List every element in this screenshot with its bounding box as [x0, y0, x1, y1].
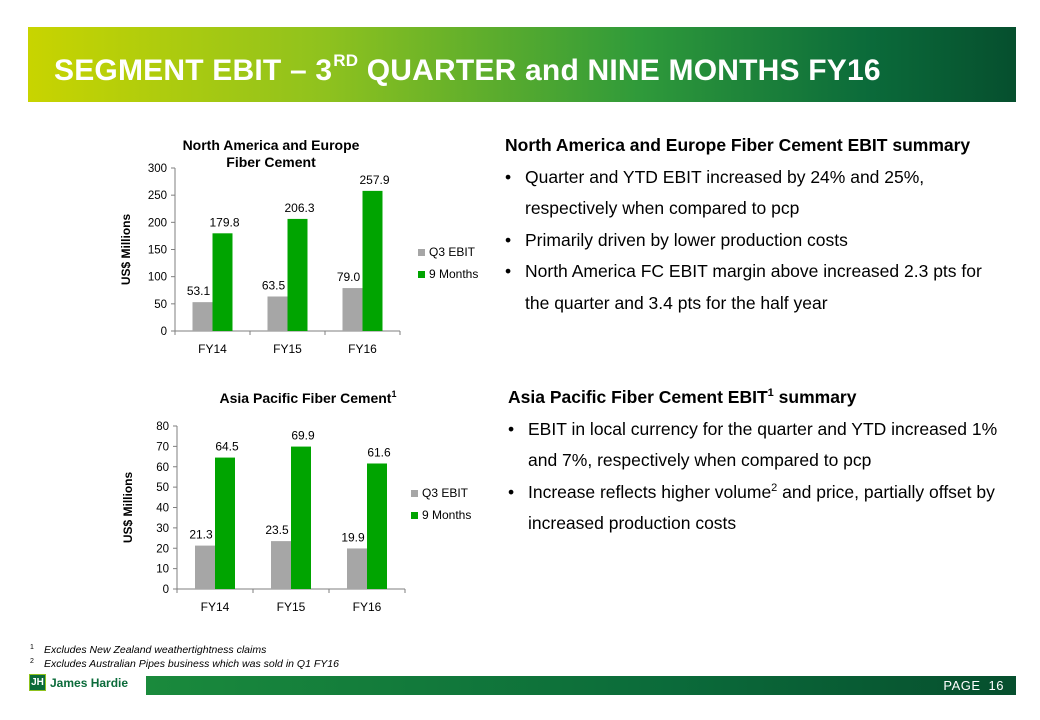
y-tick-label: 20 [156, 543, 169, 555]
y-tick-label: 150 [148, 245, 167, 257]
x-tick-label: FY15 [273, 342, 302, 356]
data-label: 21.3 [189, 528, 213, 542]
bar-9-months [215, 457, 235, 589]
y-tick-label: 250 [148, 190, 167, 202]
bar-9-months [362, 190, 383, 331]
data-label: 206.3 [284, 201, 314, 215]
legend-label: Q3 EBIT [422, 486, 469, 500]
y-tick-label: 50 [154, 299, 167, 311]
summary-ap-heading: Asia Pacific Fiber Cement EBIT1 summary [508, 387, 857, 407]
y-axis-label: US$ Millions [119, 214, 133, 286]
bar-q3-ebit [195, 545, 215, 589]
footnote-2: 2 Excludes Australian Pipes business whic… [30, 658, 339, 670]
bar-9-months [291, 446, 311, 589]
logo-text: James Hardie [50, 675, 129, 690]
bar-9-months [287, 218, 308, 331]
footer-bar: PAGE 16 [146, 676, 1016, 695]
legend-label: 9 Months [429, 267, 478, 281]
legend-swatch [418, 249, 425, 256]
legend-swatch [411, 512, 418, 519]
bar-q3-ebit [347, 548, 367, 589]
summary-na-heading: North America and Europe Fiber Cement EB… [505, 135, 971, 155]
footnote-1: 1 Excludes New Zealand weathertightness c… [30, 644, 267, 656]
y-tick-label: 10 [156, 564, 169, 576]
logo-mark-icon: JH [29, 674, 46, 691]
bar-9-months [212, 233, 233, 331]
y-tick-label: 80 [156, 421, 169, 433]
y-tick-label: 50 [156, 482, 169, 494]
summary-na-bullet-3: North America FC EBIT margin above incre… [505, 256, 1005, 319]
data-label: 61.6 [367, 445, 391, 459]
summary-ap-bullet-2: Increase reflects higher volume2 and pri… [508, 477, 1008, 540]
legend-label: Q3 EBIT [429, 245, 476, 259]
page-title: SEGMENT EBIT – 3RD QUARTER and NINE MONT… [54, 51, 881, 87]
chart-ap-title: Asia Pacific Fiber Cement1 [219, 389, 397, 406]
y-tick-label: 300 [148, 163, 167, 175]
y-tick-label: 30 [156, 523, 169, 535]
y-tick-label: 70 [156, 441, 169, 453]
y-tick-label: 0 [161, 326, 167, 338]
summary-na: North America and Europe Fiber Cement EB… [505, 130, 1005, 319]
x-tick-label: FY16 [353, 600, 382, 614]
summary-na-bullet-2: Primarily driven by lower production cos… [505, 225, 1005, 257]
page-number: PAGE 16 [943, 678, 1004, 693]
legend-swatch [411, 490, 418, 497]
bar-q3-ebit [192, 302, 213, 331]
data-label: 53.1 [187, 284, 211, 298]
legend-label: 9 Months [422, 508, 471, 522]
data-label: 69.9 [291, 429, 315, 443]
title-banner: SEGMENT EBIT – 3RD QUARTER and NINE MONT… [28, 27, 1016, 102]
chart-na-title: North America and Europe Fiber Cement [182, 137, 360, 170]
data-label: 19.9 [341, 530, 365, 544]
y-tick-label: 0 [163, 584, 169, 596]
data-label: 23.5 [265, 523, 289, 537]
legend-swatch [418, 271, 425, 278]
y-axis-label: US$ Millions [121, 472, 135, 544]
bar-q3-ebit [342, 288, 363, 331]
y-tick-label: 200 [148, 217, 167, 229]
summary-na-bullet-1: Quarter and YTD EBIT increased by 24% an… [505, 162, 1005, 225]
y-tick-label: 40 [156, 503, 169, 515]
bar-9-months [367, 463, 387, 589]
data-label: 179.8 [209, 215, 239, 229]
x-tick-label: FY14 [198, 342, 227, 356]
summary-ap-bullet-1: EBIT in local currency for the quarter a… [508, 414, 1008, 477]
data-label: 64.5 [215, 440, 239, 454]
data-label: 63.5 [262, 278, 286, 292]
x-tick-label: FY16 [348, 342, 377, 356]
footnotes: 1 Excludes New Zealand weathertightness c… [30, 643, 339, 671]
y-tick-label: 100 [148, 272, 167, 284]
y-tick-label: 60 [156, 462, 169, 474]
x-tick-label: FY15 [277, 600, 306, 614]
data-label: 257.9 [359, 173, 389, 187]
x-tick-label: FY14 [201, 600, 230, 614]
james-hardie-logo: JH James Hardie [29, 674, 128, 691]
summary-ap: Asia Pacific Fiber Cement EBIT1 summary … [508, 382, 1008, 540]
data-label: 79.0 [337, 270, 361, 284]
bar-q3-ebit [267, 296, 288, 331]
bar-q3-ebit [271, 541, 291, 589]
